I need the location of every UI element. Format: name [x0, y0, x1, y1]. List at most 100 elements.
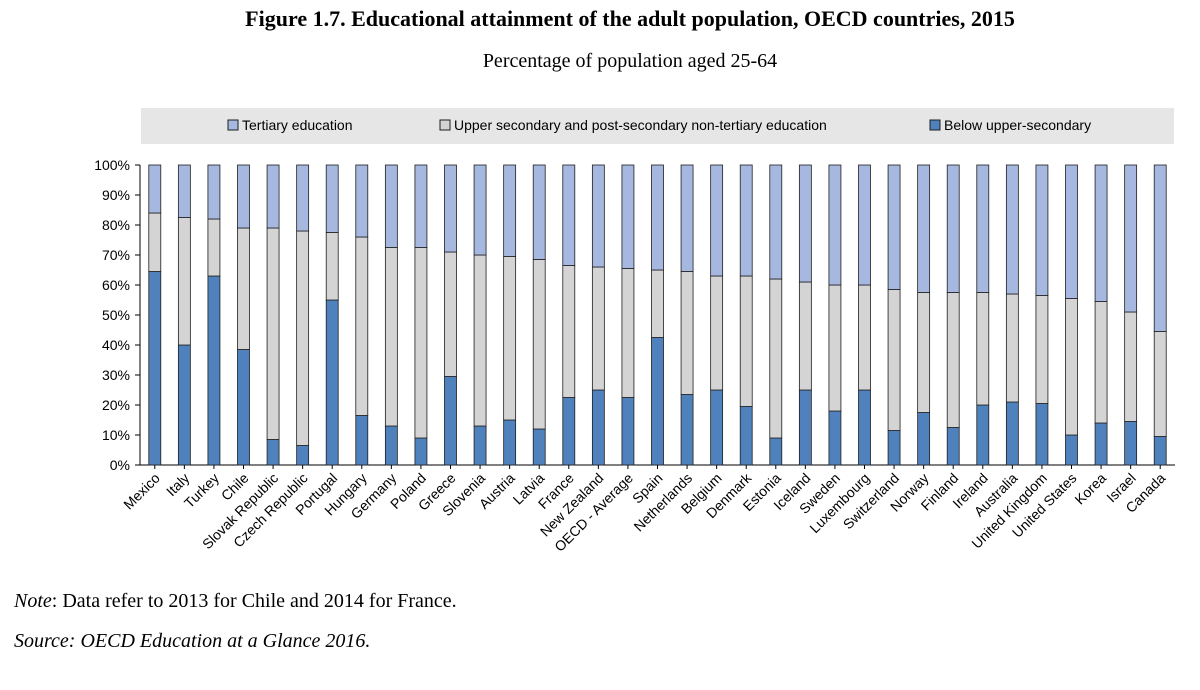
- bar-tertiary-education: [1065, 164, 1078, 299]
- bar-upper-secondary-and-post-secondary-non-tertiary-education: [325, 232, 339, 301]
- bar-group-turkey: [207, 164, 221, 466]
- bar-below-upper-secondary: [946, 427, 960, 466]
- bar-below-upper-secondary: [296, 445, 310, 466]
- legend-swatch: [227, 119, 239, 131]
- bar-upper-secondary-and-post-secondary-non-tertiary-education: [739, 275, 753, 407]
- bar-below-upper-secondary: [266, 439, 280, 466]
- bar-group-slovak-republic: [266, 164, 280, 466]
- y-tick-label: 20%: [102, 397, 130, 413]
- y-tick-label: 0%: [110, 457, 130, 473]
- bar-upper-secondary-and-post-secondary-non-tertiary-education: [384, 247, 398, 427]
- bar-below-upper-secondary: [1124, 421, 1138, 466]
- note-text: : Data refer to 2013 for Chile and 2014 …: [51, 590, 457, 612]
- bar-below-upper-secondary: [562, 397, 576, 466]
- bar-below-upper-secondary: [325, 299, 339, 466]
- bar-tertiary-education: [266, 164, 280, 229]
- bar-group-austria: [503, 164, 517, 466]
- bar-group-chile: [237, 164, 250, 466]
- bar-tertiary-education: [384, 164, 398, 248]
- bar-group-latvia: [532, 164, 546, 466]
- bar-group-korea: [1094, 164, 1108, 466]
- bar-group-spain: [651, 164, 664, 466]
- bar-upper-secondary-and-post-secondary-non-tertiary-education: [177, 217, 191, 346]
- bar-upper-secondary-and-post-secondary-non-tertiary-education: [532, 259, 546, 430]
- bar-below-upper-secondary: [621, 397, 635, 466]
- bar-upper-secondary-and-post-secondary-non-tertiary-education: [798, 281, 812, 391]
- bar-tertiary-education: [591, 164, 605, 268]
- bar-upper-secondary-and-post-secondary-non-tertiary-education: [414, 247, 428, 439]
- bar-below-upper-secondary: [651, 337, 664, 466]
- bar-upper-secondary-and-post-secondary-non-tertiary-education: [1005, 293, 1019, 403]
- bar-tertiary-education: [1153, 164, 1167, 332]
- bar-group-belgium: [710, 164, 724, 466]
- bar-below-upper-secondary: [384, 425, 398, 466]
- bar-group-united-states: [1065, 164, 1078, 466]
- bar-group-canada: [1153, 164, 1167, 466]
- bar-upper-secondary-and-post-secondary-non-tertiary-education: [858, 284, 871, 391]
- bar-group-mexico: [148, 164, 162, 466]
- bar-below-upper-secondary: [532, 428, 546, 466]
- bar-group-sweden: [828, 164, 842, 466]
- bar-group-ireland: [976, 164, 990, 466]
- bar-group-finland: [946, 164, 960, 466]
- bar-below-upper-secondary: [976, 404, 990, 466]
- bar-group-france: [562, 164, 576, 466]
- bar-tertiary-education: [562, 164, 576, 266]
- bar-upper-secondary-and-post-secondary-non-tertiary-education: [976, 292, 990, 406]
- bar-group-hungary: [355, 164, 369, 466]
- y-tick-label: 90%: [102, 187, 130, 203]
- bar-group-netherlands: [680, 164, 694, 466]
- y-tick-label: 40%: [102, 337, 130, 353]
- bar-tertiary-education: [207, 164, 221, 220]
- legend-swatch: [439, 119, 451, 131]
- bar-tertiary-education: [739, 164, 753, 277]
- bar-group-slovenia: [473, 164, 487, 466]
- bar-below-upper-secondary: [798, 389, 812, 466]
- bar-below-upper-secondary: [355, 415, 369, 466]
- legend-label: Tertiary education: [242, 117, 353, 133]
- bar-upper-secondary-and-post-secondary-non-tertiary-education: [591, 266, 605, 391]
- legend-item-upper-secondary-and-post-secondary-non-tertiary-education: Upper secondary and post-secondary non-t…: [439, 117, 827, 133]
- bar-tertiary-education: [414, 164, 428, 248]
- bar-upper-secondary-and-post-secondary-non-tertiary-education: [473, 254, 487, 427]
- bar-upper-secondary-and-post-secondary-non-tertiary-education: [444, 251, 457, 377]
- bar-tertiary-education: [769, 164, 783, 280]
- bar-tertiary-education: [1124, 164, 1138, 313]
- bar-group-portugal: [325, 164, 339, 466]
- bar-tertiary-education: [651, 164, 664, 271]
- bar-group-luxembourg: [858, 164, 871, 466]
- bar-tertiary-education: [1094, 164, 1108, 302]
- y-tick-label: 70%: [102, 247, 130, 263]
- legend-label: Below upper-secondary: [944, 117, 1091, 133]
- chart-note: Note: Data refer to 2013 for Chile and 2…: [14, 590, 457, 613]
- bar-upper-secondary-and-post-secondary-non-tertiary-education: [917, 292, 931, 413]
- bar-upper-secondary-and-post-secondary-non-tertiary-education: [237, 227, 250, 350]
- bar-upper-secondary-and-post-secondary-non-tertiary-education: [887, 289, 901, 431]
- bar-upper-secondary-and-post-secondary-non-tertiary-education: [355, 236, 369, 416]
- bar-below-upper-secondary: [858, 389, 871, 466]
- bar-group-united-kingdom: [1035, 164, 1049, 466]
- bar-tertiary-education: [444, 164, 457, 253]
- y-tick-label: 100%: [94, 157, 130, 173]
- bar-upper-secondary-and-post-secondary-non-tertiary-education: [1153, 331, 1167, 437]
- bar-tertiary-education: [1035, 164, 1049, 296]
- legend-item-tertiary-education: Tertiary education: [227, 117, 353, 133]
- bar-upper-secondary-and-post-secondary-non-tertiary-education: [562, 265, 576, 398]
- bar-group-germany: [384, 164, 398, 466]
- bar-tertiary-education: [296, 164, 310, 232]
- chart-source: Source: OECD Education at a Glance 2016.: [14, 630, 371, 652]
- legend-item-below-upper-secondary: Below upper-secondary: [929, 117, 1091, 133]
- bar-tertiary-education: [828, 164, 842, 286]
- bar-tertiary-education: [976, 164, 990, 293]
- chart-subtitle: Percentage of population aged 25-64: [482, 50, 778, 72]
- bar-upper-secondary-and-post-secondary-non-tertiary-education: [266, 227, 280, 440]
- bar-below-upper-secondary: [591, 389, 605, 466]
- bar-below-upper-secondary: [887, 430, 901, 466]
- bar-below-upper-secondary: [444, 376, 457, 466]
- bar-group-greece: [444, 164, 457, 466]
- legend-swatch: [929, 119, 941, 131]
- bar-upper-secondary-and-post-secondary-non-tertiary-education: [1124, 311, 1138, 422]
- bar-below-upper-secondary: [237, 349, 250, 466]
- bar-tertiary-education: [1005, 164, 1019, 295]
- legend-label: Upper secondary and post-secondary non-t…: [454, 117, 827, 133]
